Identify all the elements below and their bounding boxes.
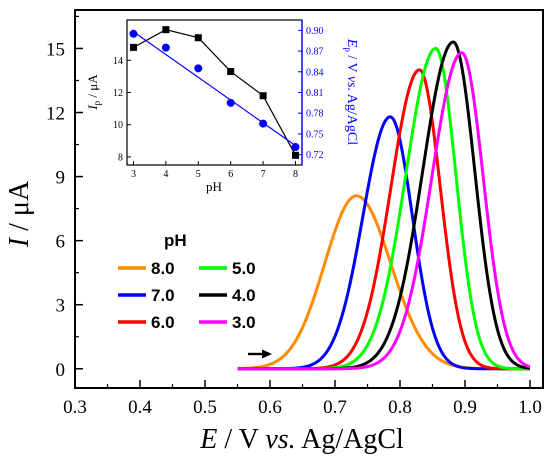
inset-ep-point: [291, 143, 300, 152]
inset-x-tick-label: 8: [293, 169, 298, 180]
inset-y2-tick-label: 0.78: [306, 109, 324, 120]
inset-ep-fit-line: [133, 31, 296, 147]
inset-ep-point: [129, 29, 138, 38]
inset-x-axis-title: pH: [206, 179, 222, 194]
inset-y2-tick-label: 0.81: [306, 88, 324, 99]
inset-y2-tick-label: 0.75: [306, 129, 324, 140]
inset-plot-frame: [126, 19, 303, 166]
x-tick-label: 0.8: [388, 397, 412, 418]
inset-ip-point: [259, 92, 267, 100]
y-tick-label: 3: [56, 296, 66, 317]
inset-ep-point: [161, 43, 170, 52]
x-tick-label: 1.0: [518, 397, 542, 418]
x-tick-label: 0.6: [258, 397, 282, 418]
y-tick-label: 0: [56, 360, 66, 381]
inset-x-tick-label: 7: [261, 169, 266, 180]
legend-label: 7.0: [151, 286, 175, 305]
inset-ep-point: [226, 98, 235, 107]
series-line-ph-3-0: [237, 51, 531, 371]
inset-ip-point: [129, 43, 137, 51]
inset-y-tick-label: 10: [113, 120, 123, 131]
inset-chart: 3 4 5 6 7 8 8 10 12 14 0.72 0.75 0.78 0.81 0.84 0.87 0.9…: [85, 19, 359, 194]
legend-label: 4.0: [232, 286, 256, 305]
inset-ip-line: [133, 29, 297, 156]
legend-label: 6.0: [151, 313, 175, 332]
inset-y-tick-label: 8: [118, 152, 123, 163]
inset-y-axis-title: Ip / μA: [85, 74, 102, 111]
inset-x-tick-label: 6: [228, 169, 233, 180]
main-y-axis-title: I / μA: [4, 180, 35, 248]
legend-label: 8.0: [151, 259, 175, 278]
x-tick-label: 0.5: [193, 397, 217, 418]
x-tick-label: 0.4: [128, 397, 152, 418]
y-tick-label: 12: [46, 104, 65, 125]
inset-y2-tick-label: 0.87: [306, 47, 324, 58]
inset-y2-tick-label: 0.72: [306, 150, 324, 161]
x-tick-label: 0.9: [453, 397, 477, 418]
inset-y-tick-label: 12: [113, 88, 123, 99]
x-tick-label: 0.7: [323, 397, 347, 418]
legend-title: pH: [164, 231, 187, 250]
x-tick-label: 0.3: [63, 397, 87, 418]
inset-y2-tick-label: 0.84: [306, 67, 324, 78]
inset-y-tick-label: 14: [113, 56, 123, 67]
legend-label: 5.0: [232, 259, 256, 278]
inset-y2-axis-title: Ep / V vs. Ag/AgCl: [343, 38, 359, 145]
inset-y2-tick-label: 0.90: [306, 26, 324, 37]
inset-ip-point: [292, 151, 300, 159]
legend: pH 8.0 7.0 6.0 5.0 4.0 3.0: [118, 231, 256, 332]
inset-x-tick-label: 4: [163, 169, 168, 180]
inset-ip-point: [227, 68, 235, 76]
inset-ep-point: [194, 64, 203, 73]
main-plot-frame: [74, 9, 544, 389]
inset-ep-point: [259, 119, 268, 128]
main-x-axis-title: E / V vs. Ag/AgCl: [199, 424, 404, 455]
inset-ip-point: [162, 26, 170, 34]
inset-x-tick-label: 3: [131, 169, 136, 180]
inset-ip-point: [194, 34, 202, 42]
y-tick-label: 15: [46, 39, 65, 60]
y-tick-label: 6: [56, 232, 66, 253]
inset-x-tick-label: 5: [196, 169, 201, 180]
legend-label: 3.0: [232, 313, 256, 332]
scan-direction-arrow: [248, 349, 272, 359]
y-tick-label: 9: [56, 168, 66, 189]
